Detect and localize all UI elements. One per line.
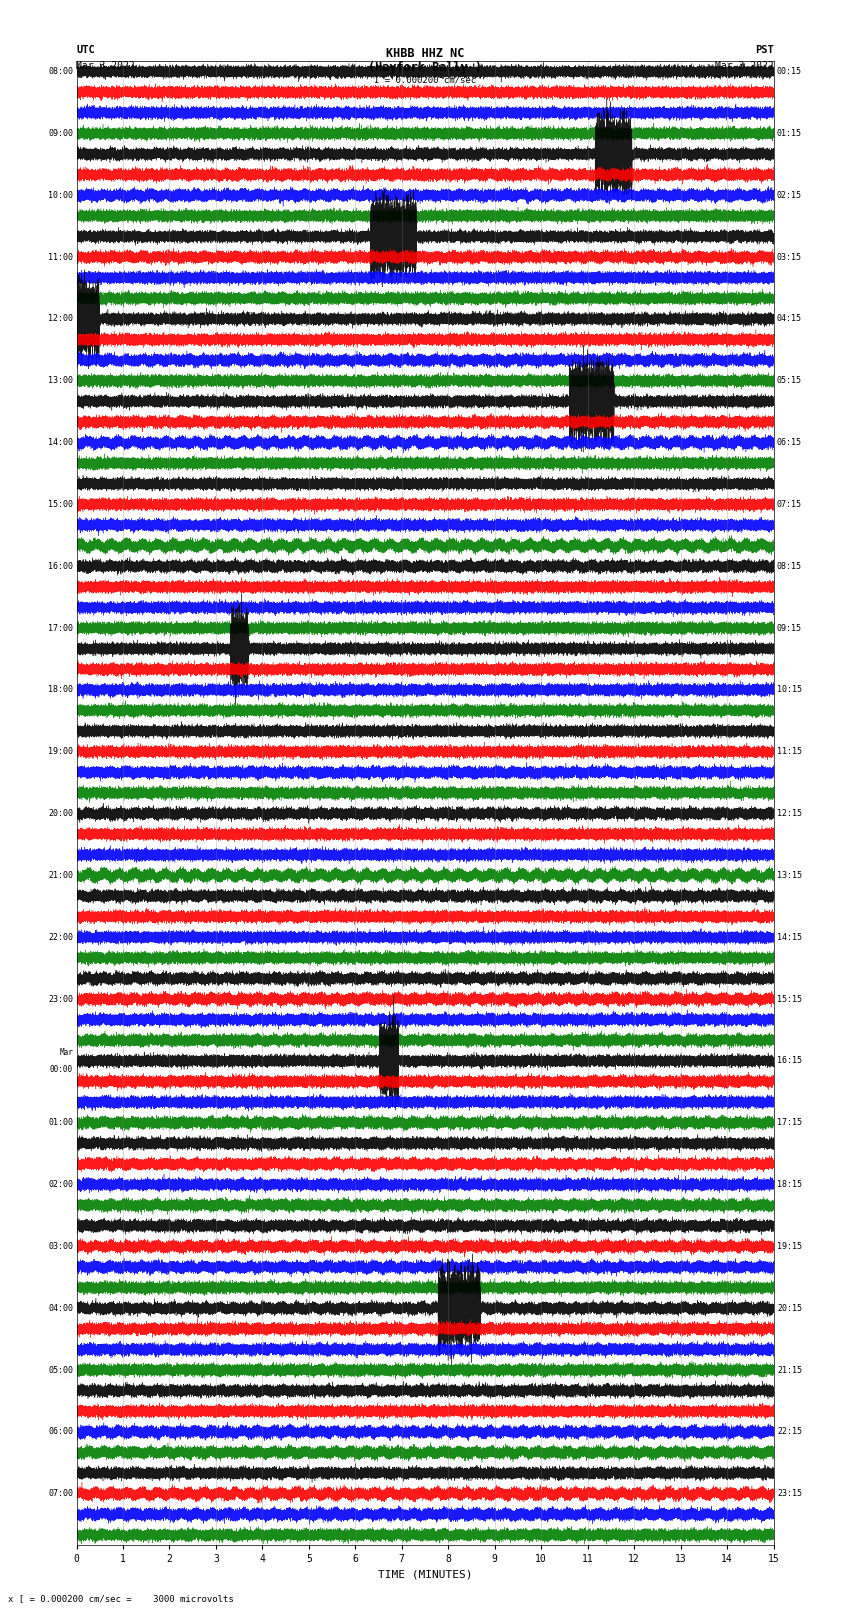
- Text: 08:15: 08:15: [777, 561, 802, 571]
- Text: 05:15: 05:15: [777, 376, 802, 386]
- Text: 13:15: 13:15: [777, 871, 802, 881]
- Text: 03:15: 03:15: [777, 253, 802, 261]
- Text: 02:00: 02:00: [48, 1181, 73, 1189]
- Text: 12:15: 12:15: [777, 810, 802, 818]
- Text: 22:00: 22:00: [48, 932, 73, 942]
- Text: UTC: UTC: [76, 45, 95, 55]
- Text: 06:00: 06:00: [48, 1428, 73, 1437]
- Text: 03:00: 03:00: [48, 1242, 73, 1252]
- Text: KHBB HHZ NC: KHBB HHZ NC: [386, 47, 464, 60]
- Text: 09:15: 09:15: [777, 624, 802, 632]
- X-axis label: TIME (MINUTES): TIME (MINUTES): [377, 1569, 473, 1579]
- Text: 01:15: 01:15: [777, 129, 802, 139]
- Text: PST: PST: [755, 45, 774, 55]
- Text: 16:00: 16:00: [48, 561, 73, 571]
- Text: 02:15: 02:15: [777, 190, 802, 200]
- Text: (Hayfork Bally ): (Hayfork Bally ): [368, 61, 482, 74]
- Text: 10:00: 10:00: [48, 190, 73, 200]
- Text: 20:00: 20:00: [48, 810, 73, 818]
- Text: 17:00: 17:00: [48, 624, 73, 632]
- Text: 21:15: 21:15: [777, 1366, 802, 1374]
- Text: 00:00: 00:00: [50, 1065, 73, 1074]
- Text: 21:00: 21:00: [48, 871, 73, 881]
- Text: 09:00: 09:00: [48, 129, 73, 139]
- Text: 20:15: 20:15: [777, 1303, 802, 1313]
- Text: 10:15: 10:15: [777, 686, 802, 695]
- Text: 13:00: 13:00: [48, 376, 73, 386]
- Text: x [ = 0.000200 cm/sec =    3000 microvolts: x [ = 0.000200 cm/sec = 3000 microvolts: [8, 1594, 235, 1603]
- Text: 11:15: 11:15: [777, 747, 802, 756]
- Text: 16:15: 16:15: [777, 1057, 802, 1066]
- Text: 15:00: 15:00: [48, 500, 73, 510]
- Text: 11:00: 11:00: [48, 253, 73, 261]
- Text: 04:00: 04:00: [48, 1303, 73, 1313]
- Text: 12:00: 12:00: [48, 315, 73, 324]
- Text: Mar: Mar: [60, 1048, 73, 1057]
- Text: 00:15: 00:15: [777, 68, 802, 76]
- Text: Mar 3,2022: Mar 3,2022: [715, 61, 774, 71]
- Text: 08:00: 08:00: [48, 68, 73, 76]
- Text: Mar 3,2022: Mar 3,2022: [76, 61, 135, 71]
- Text: 06:15: 06:15: [777, 439, 802, 447]
- Text: 15:15: 15:15: [777, 995, 802, 1003]
- Text: 14:15: 14:15: [777, 932, 802, 942]
- Text: I = 0.000200 cm/sec: I = 0.000200 cm/sec: [374, 76, 476, 85]
- Text: 23:00: 23:00: [48, 995, 73, 1003]
- Text: 19:15: 19:15: [777, 1242, 802, 1252]
- Text: 05:00: 05:00: [48, 1366, 73, 1374]
- Text: 22:15: 22:15: [777, 1428, 802, 1437]
- Text: 01:00: 01:00: [48, 1118, 73, 1127]
- Text: 18:00: 18:00: [48, 686, 73, 695]
- Text: 23:15: 23:15: [777, 1489, 802, 1498]
- Text: 07:15: 07:15: [777, 500, 802, 510]
- Text: 07:00: 07:00: [48, 1489, 73, 1498]
- Text: 19:00: 19:00: [48, 747, 73, 756]
- Text: 14:00: 14:00: [48, 439, 73, 447]
- Text: 18:15: 18:15: [777, 1181, 802, 1189]
- Text: 04:15: 04:15: [777, 315, 802, 324]
- Text: 17:15: 17:15: [777, 1118, 802, 1127]
